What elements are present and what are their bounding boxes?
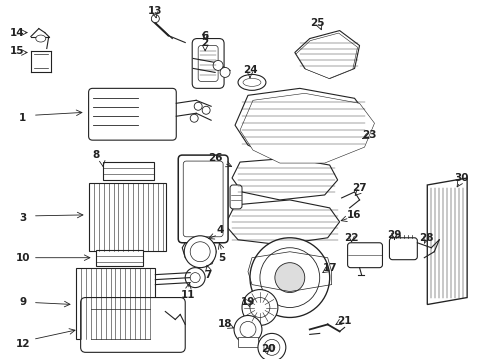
Circle shape [184,236,216,268]
Bar [102,162,154,180]
Text: 3: 3 [19,213,26,223]
Polygon shape [295,33,357,78]
FancyBboxPatch shape [388,238,416,260]
Text: 21: 21 [337,316,351,327]
Circle shape [234,315,262,343]
Text: 23: 23 [362,130,376,140]
FancyBboxPatch shape [183,161,223,237]
Text: 27: 27 [351,183,366,193]
Text: 28: 28 [418,233,433,243]
Text: 7: 7 [204,270,211,280]
Circle shape [249,238,329,318]
Circle shape [213,60,223,71]
Circle shape [249,298,269,318]
Circle shape [202,106,210,114]
Text: 14: 14 [10,28,24,37]
Polygon shape [224,200,339,245]
Text: 13: 13 [148,6,163,15]
Text: 17: 17 [322,263,336,273]
FancyBboxPatch shape [198,45,218,81]
Circle shape [242,289,277,325]
Circle shape [268,345,274,350]
Text: 1: 1 [19,113,26,123]
Bar [95,250,143,266]
Ellipse shape [243,78,261,86]
Polygon shape [240,93,374,163]
Circle shape [240,321,255,337]
Text: 24: 24 [242,66,257,76]
Text: 11: 11 [181,289,195,300]
Text: 8: 8 [92,150,99,160]
Bar [238,337,258,347]
Text: 6: 6 [201,31,208,41]
Polygon shape [232,158,337,200]
Circle shape [260,248,319,307]
FancyBboxPatch shape [229,185,242,209]
Bar [76,268,155,339]
Text: 26: 26 [207,153,222,163]
Circle shape [264,339,279,355]
Circle shape [185,268,205,288]
Text: 22: 22 [344,233,358,243]
Polygon shape [182,233,216,268]
Text: 2: 2 [201,37,208,48]
FancyBboxPatch shape [88,88,176,140]
Circle shape [190,273,200,283]
Text: 9: 9 [19,297,26,306]
Circle shape [190,114,198,122]
Circle shape [220,67,229,77]
Polygon shape [235,88,369,158]
Circle shape [194,102,202,110]
FancyBboxPatch shape [81,298,185,352]
Circle shape [190,242,210,262]
Text: 10: 10 [16,253,30,263]
Ellipse shape [238,75,265,90]
Text: 20: 20 [260,345,275,354]
FancyBboxPatch shape [192,39,224,88]
Text: 18: 18 [217,319,232,329]
Text: 15: 15 [10,45,24,55]
Circle shape [151,15,159,23]
Text: 30: 30 [453,173,468,183]
FancyBboxPatch shape [347,243,382,268]
FancyBboxPatch shape [178,155,227,243]
Ellipse shape [36,35,46,42]
Text: 5: 5 [218,253,225,263]
Text: 12: 12 [16,339,30,349]
Circle shape [274,263,304,293]
Circle shape [258,333,285,360]
Polygon shape [427,178,466,305]
Text: 19: 19 [240,297,255,306]
Text: 16: 16 [346,210,360,220]
Polygon shape [294,31,359,78]
Text: 29: 29 [386,230,401,240]
Text: 4: 4 [216,225,224,235]
Bar [88,183,166,251]
Text: 25: 25 [310,18,325,28]
